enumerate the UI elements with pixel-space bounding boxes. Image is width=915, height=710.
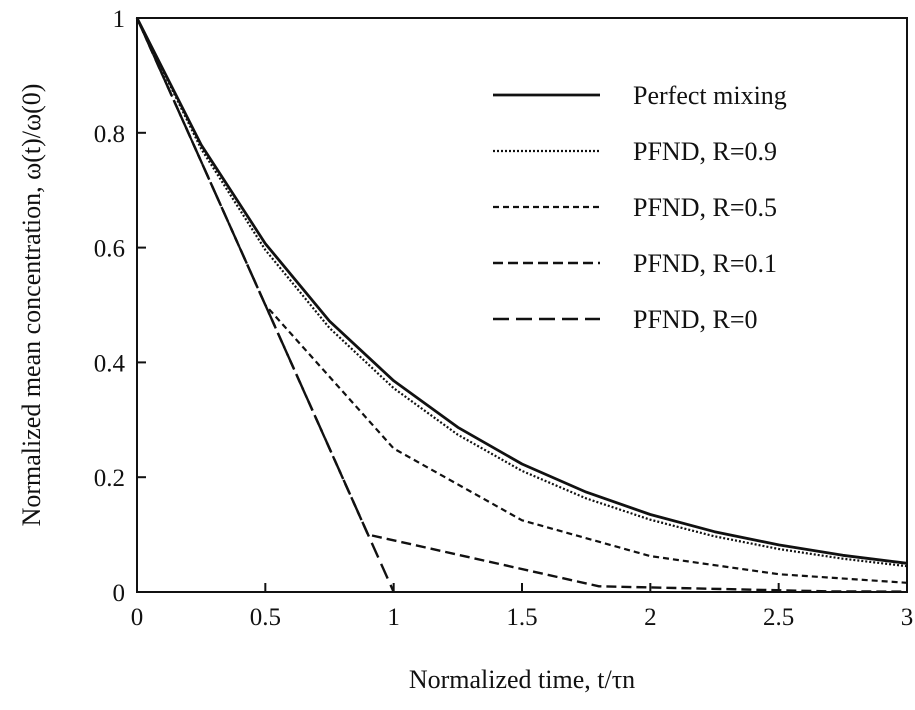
y-axis-title: Normalized mean concentration, ω(t)/ω(0) (17, 84, 46, 527)
y-tick-label: 0 (113, 580, 126, 607)
x-axis-ticks: 0 0.5 1 1.5 2 2.5 3 (131, 583, 914, 631)
series-layer (135, 17, 908, 593)
y-tick-label: 0.2 (94, 465, 125, 492)
plot-frame (136, 17, 908, 593)
y-tick-label: 0.4 (94, 350, 126, 377)
series-line (135, 17, 908, 584)
x-tick-label: 2 (644, 604, 657, 631)
x-tick-label: 0.5 (250, 604, 281, 631)
series-line (135, 17, 908, 593)
legend-label: PFND, R=0.1 (633, 249, 777, 278)
series-line (136, 17, 908, 568)
x-tick-label: 2.5 (763, 604, 794, 631)
legend-label: PFND, R=0.9 (633, 137, 777, 166)
series-line (135, 17, 395, 593)
y-tick-label: 0.8 (94, 121, 125, 148)
x-tick-label: 1 (387, 604, 400, 631)
y-axis-ticks: 0 0.2 0.4 0.6 0.8 1 (94, 6, 146, 607)
y-tick-label: 0.6 (94, 236, 125, 263)
x-tick-label: 1.5 (506, 604, 537, 631)
y-tick-label: 1 (113, 6, 126, 33)
legend-label: PFND, R=0 (633, 305, 757, 334)
legend-label: PFND, R=0.5 (633, 193, 777, 222)
x-tick-label: 0 (131, 604, 144, 631)
series-line (135, 17, 908, 565)
x-tick-label: 3 (901, 604, 914, 631)
x-axis-title: Normalized time, t/τn (409, 665, 635, 694)
legend: Perfect mixing PFND, R=0.9 PFND, R=0.5 PFND… (493, 81, 787, 334)
legend-label: Perfect mixing (633, 81, 787, 110)
